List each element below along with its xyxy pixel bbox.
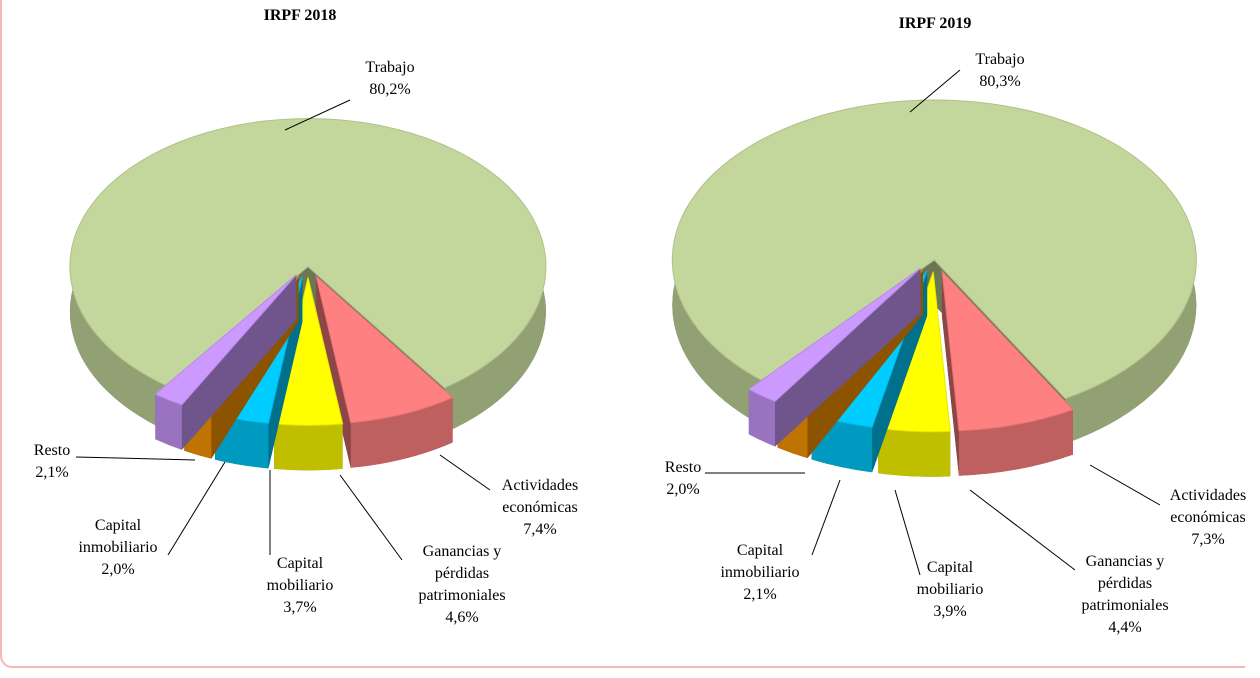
label-line: económicas: [1170, 509, 1246, 526]
value-label: 2,1%: [743, 586, 776, 603]
leader-line: [439, 454, 491, 491]
label-line: Capital: [737, 542, 784, 559]
frame: [0, 0, 1245, 668]
value-label: 3,7%: [283, 599, 316, 616]
slice-wall: [350, 397, 453, 468]
slice-side: [748, 268, 921, 435]
leader-line: [811, 479, 841, 556]
slice-top: [747, 267, 921, 403]
slice-wall: [958, 409, 1073, 476]
slice-wall: [155, 394, 182, 450]
value-label: 3,9%: [933, 603, 966, 620]
label-line: Actividades: [1170, 487, 1246, 504]
slice-label: Actividades económicas: [502, 477, 578, 516]
label-line: mobiliario: [267, 577, 334, 594]
chart-title: IRPF 2019: [899, 15, 972, 32]
value-label: 2,0%: [101, 561, 134, 578]
leader-line: [75, 456, 196, 461]
slice-label: Trabajo: [975, 51, 1024, 68]
slice-label: Trabajo: [365, 59, 414, 76]
label-line: patrimoniales: [418, 587, 505, 604]
label-line: patrimoniales: [1081, 597, 1168, 614]
label-line: inmobiliario: [78, 539, 157, 556]
value-label: 7,3%: [1191, 531, 1224, 548]
slice-label: Resto: [665, 459, 701, 476]
slice-wall: [748, 389, 776, 447]
label-line: Ganancias y: [423, 543, 502, 560]
value-label: 80,3%: [979, 73, 1020, 90]
label-line: Capital: [927, 559, 974, 576]
label-line: Resto: [34, 442, 70, 459]
pie-slice: [154, 274, 297, 450]
pie-slice: [941, 269, 1074, 476]
label-line: pérdidas: [435, 565, 489, 582]
label-line: Capital: [95, 517, 142, 534]
value-label: 80,2%: [369, 81, 410, 98]
value-label: 4,6%: [445, 609, 478, 626]
slice-label: Capital inmobiliario: [78, 517, 157, 556]
leader-line: [167, 461, 226, 556]
slice-label: Resto: [34, 442, 70, 459]
leader-line: [909, 69, 961, 113]
label-line: Capital: [277, 555, 324, 572]
label-line: Trabajo: [975, 51, 1024, 68]
leader-line: [339, 474, 403, 561]
label-line: mobiliario: [917, 581, 984, 598]
leader-line: [1089, 464, 1161, 506]
slice-wall: [274, 423, 343, 471]
label-line: Trabajo: [365, 59, 414, 76]
label-line: Resto: [665, 459, 701, 476]
slice-label: Capital mobiliario: [917, 559, 984, 598]
leader-line: [894, 489, 921, 576]
pie-slice: [747, 267, 921, 447]
value-label: 2,1%: [35, 464, 68, 481]
label-line: Actividades: [502, 477, 578, 494]
value-label: 2,0%: [666, 481, 699, 498]
leader-line: [969, 489, 1076, 571]
value-label: 4,4%: [1108, 619, 1141, 636]
slice-top: [671, 99, 1197, 400]
value-label: 7,4%: [523, 521, 556, 538]
slice-wall: [878, 428, 951, 477]
leader-line: [284, 99, 351, 131]
label-line: pérdidas: [1098, 575, 1152, 592]
slice-label: Capital mobiliario: [267, 555, 334, 594]
chart-title: IRPF 2018: [264, 7, 337, 24]
slice-top: [315, 274, 454, 424]
slice-side: [155, 274, 297, 440]
slice-label: Actividades económicas: [1170, 487, 1246, 526]
slice-label: Ganancias y pérdidas patrimoniales: [1081, 553, 1168, 614]
label-line: Ganancias y: [1086, 553, 1165, 570]
slice-top: [154, 274, 297, 406]
label-line: económicas: [502, 499, 578, 516]
label-line: inmobiliario: [720, 564, 799, 581]
slice-label: Capital inmobiliario: [720, 542, 799, 581]
slice-top: [941, 269, 1074, 432]
slice-side: [941, 271, 959, 476]
slice-label: Ganancias y pérdidas patrimoniales: [418, 543, 505, 604]
